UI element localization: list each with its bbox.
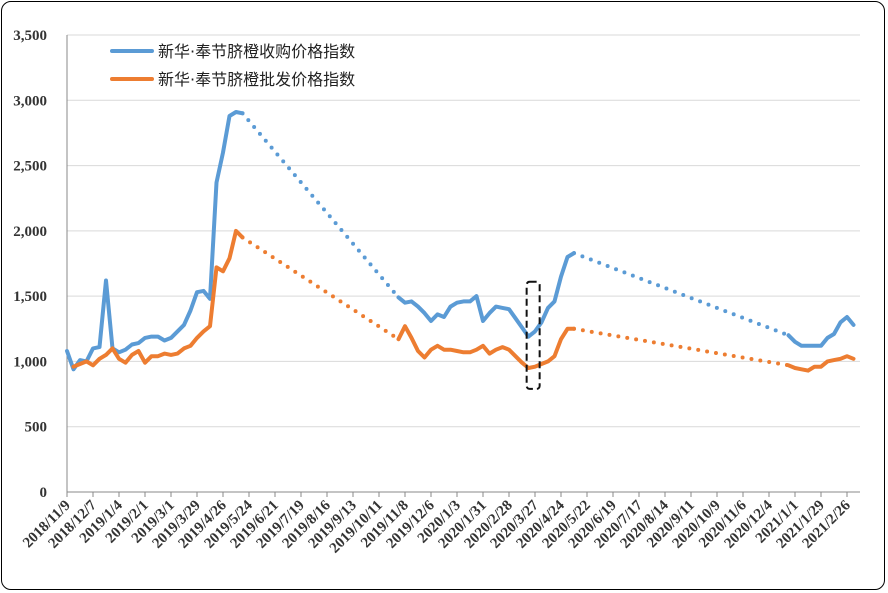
y-axis-ticks: 0 500 1,000 1,500 2,000 2,500 3,000 3,500: [13, 28, 47, 501]
series-line-dotted: [572, 251, 791, 338]
series-line: [65, 110, 245, 372]
highlight-box: [525, 280, 541, 390]
series-line: [396, 251, 576, 339]
y-tick-label: 1,000: [13, 354, 47, 370]
legend-label: 新华·奉节脐橙批发价格指数: [158, 70, 355, 89]
series-line: [786, 315, 856, 348]
series-1: [65, 110, 856, 372]
legend-label: 新华·奉节脐橙收购价格指数: [158, 42, 355, 61]
series-2: [71, 228, 856, 373]
y-tick-label: 500: [25, 420, 48, 436]
series-line-dotted: [572, 326, 791, 368]
y-tick-label: 2,500: [13, 159, 47, 175]
y-tick-label: 3,500: [13, 28, 47, 44]
series-line-dotted: [240, 235, 401, 342]
annotation-layer: [525, 280, 541, 390]
plot-series: [65, 110, 856, 373]
series-line: [396, 324, 576, 370]
y-tick-label: 0: [40, 485, 48, 501]
grid-lines: [67, 34, 860, 428]
series-line: [786, 354, 856, 373]
y-tick-label: 3,000: [13, 93, 47, 109]
y-tick-label: 2,000: [13, 224, 47, 240]
series-line-dotted: [240, 111, 401, 300]
y-tick-label: 1,500: [13, 289, 47, 305]
